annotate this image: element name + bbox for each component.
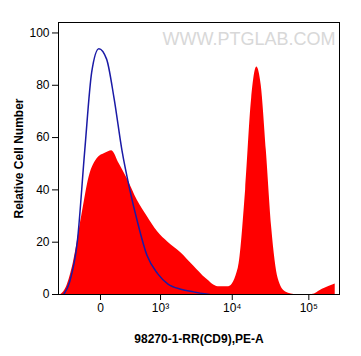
svg-text:Relative Cell Number: Relative Cell Number <box>12 98 26 218</box>
svg-text:0: 0 <box>97 301 104 315</box>
svg-text:60: 60 <box>36 130 50 144</box>
svg-text:40: 40 <box>36 183 50 197</box>
svg-text:10⁴: 10⁴ <box>223 301 242 315</box>
svg-text:100: 100 <box>29 26 49 40</box>
svg-text:WWW.PTGLAB.COM: WWW.PTGLAB.COM <box>163 29 336 49</box>
svg-text:0: 0 <box>43 287 50 301</box>
svg-text:10⁵: 10⁵ <box>300 301 318 315</box>
svg-text:80: 80 <box>36 78 50 92</box>
svg-text:98270-1-RR(CD9),PE-A: 98270-1-RR(CD9),PE-A <box>134 332 264 346</box>
svg-text:10³: 10³ <box>152 301 169 315</box>
svg-text:20: 20 <box>36 235 50 249</box>
